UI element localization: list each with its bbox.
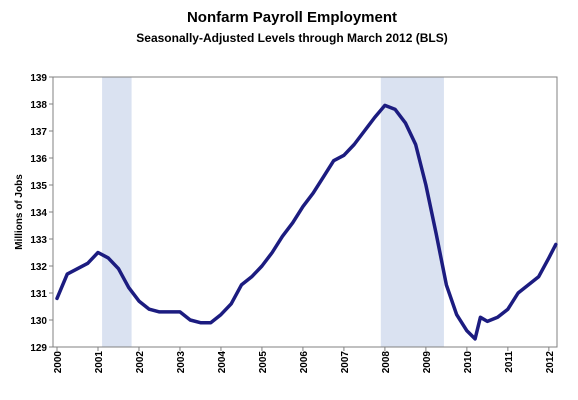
x-tick-label: 2010 bbox=[463, 351, 474, 374]
y-tick-label: 135 bbox=[30, 181, 47, 192]
x-tick-label: 2006 bbox=[299, 351, 310, 374]
x-tick-label: 2004 bbox=[217, 351, 228, 374]
y-tick-label: 131 bbox=[30, 289, 47, 300]
x-tick-label: 2005 bbox=[258, 351, 269, 374]
y-tick-label: 137 bbox=[30, 127, 47, 138]
x-tick-label: 2012 bbox=[545, 351, 556, 374]
x-tick-label: 2000 bbox=[53, 351, 64, 374]
y-tick-label: 130 bbox=[30, 316, 47, 327]
y-tick-label: 138 bbox=[30, 100, 47, 111]
x-tick-label: 2009 bbox=[422, 351, 433, 374]
y-axis-label: Millions of Jobs bbox=[14, 174, 25, 250]
y-tick-label: 136 bbox=[30, 154, 47, 165]
y-tick-label: 129 bbox=[30, 343, 47, 354]
y-tick-label: 133 bbox=[30, 235, 47, 246]
recession-band bbox=[102, 77, 132, 347]
x-tick-label: 2011 bbox=[504, 351, 515, 373]
chart-subtitle: Seasonally-Adjusted Levels through March… bbox=[136, 31, 447, 45]
recession-band bbox=[380, 77, 444, 347]
y-tick-label: 132 bbox=[30, 262, 47, 273]
series-line bbox=[55, 103, 558, 341]
chart-title: Nonfarm Payroll Employment bbox=[187, 9, 397, 26]
x-tick-label: 2008 bbox=[381, 351, 392, 374]
x-tick-label: 2003 bbox=[176, 351, 187, 374]
y-tick-label: 139 bbox=[30, 73, 47, 84]
x-tick-label: 2007 bbox=[340, 351, 351, 374]
x-tick-label: 2002 bbox=[135, 351, 146, 374]
x-tick-label: 2001 bbox=[94, 351, 105, 374]
y-tick-label: 134 bbox=[30, 208, 47, 219]
